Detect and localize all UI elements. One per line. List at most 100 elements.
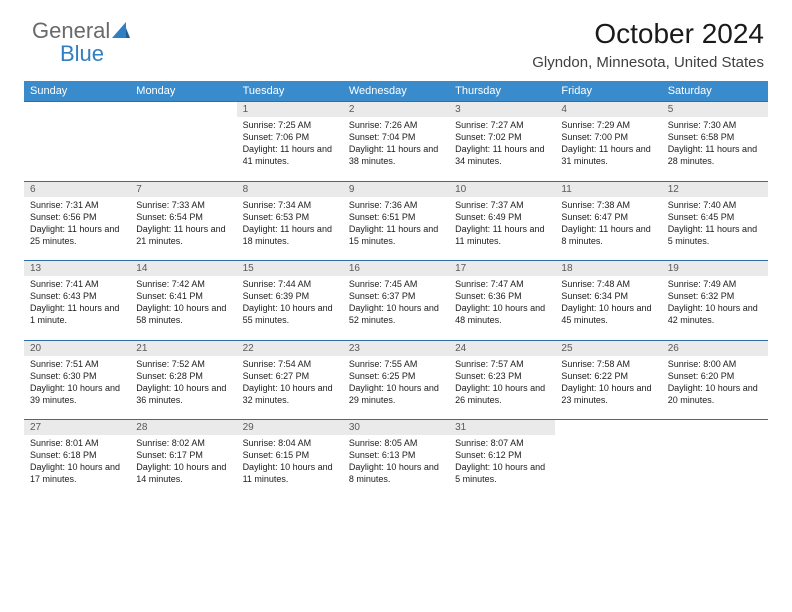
daylight-text: Daylight: 10 hours and 23 minutes.: [561, 382, 655, 406]
day-detail: Sunrise: 7:40 AMSunset: 6:45 PMDaylight:…: [662, 197, 768, 261]
sunrise-text: Sunrise: 7:41 AM: [30, 278, 124, 290]
day-number: 15: [237, 261, 343, 277]
day-number: 28: [130, 420, 236, 436]
sunrise-text: Sunrise: 8:01 AM: [30, 437, 124, 449]
sunrise-text: Sunrise: 7:30 AM: [668, 119, 762, 131]
sunset-text: Sunset: 6:39 PM: [243, 290, 337, 302]
sunrise-text: Sunrise: 7:51 AM: [30, 358, 124, 370]
sunset-text: Sunset: 6:56 PM: [30, 211, 124, 223]
sunset-text: Sunset: 6:25 PM: [349, 370, 443, 382]
day-number: 21: [130, 340, 236, 356]
day-detail: Sunrise: 7:29 AMSunset: 7:00 PMDaylight:…: [555, 117, 661, 181]
daylight-text: Daylight: 11 hours and 8 minutes.: [561, 223, 655, 247]
day-number: 5: [662, 102, 768, 118]
daylight-text: Daylight: 10 hours and 42 minutes.: [668, 302, 762, 326]
sunset-text: Sunset: 6:15 PM: [243, 449, 337, 461]
sunset-text: Sunset: 6:23 PM: [455, 370, 549, 382]
day-number: 20: [24, 340, 130, 356]
day-detail: Sunrise: 7:27 AMSunset: 7:02 PMDaylight:…: [449, 117, 555, 181]
sunrise-text: Sunrise: 8:02 AM: [136, 437, 230, 449]
logo: General Blue: [32, 20, 130, 66]
day-detail: Sunrise: 7:42 AMSunset: 6:41 PMDaylight:…: [130, 276, 236, 340]
daylight-text: Daylight: 11 hours and 21 minutes.: [136, 223, 230, 247]
day-number: 2: [343, 102, 449, 118]
day-detail: Sunrise: 8:01 AMSunset: 6:18 PMDaylight:…: [24, 435, 130, 499]
logo-sail-icon: [112, 22, 130, 43]
sunrise-text: Sunrise: 7:48 AM: [561, 278, 655, 290]
day-detail: Sunrise: 7:25 AMSunset: 7:06 PMDaylight:…: [237, 117, 343, 181]
day-number-row: 2728293031: [24, 420, 768, 436]
daylight-text: Daylight: 10 hours and 14 minutes.: [136, 461, 230, 485]
day-detail: Sunrise: 7:31 AMSunset: 6:56 PMDaylight:…: [24, 197, 130, 261]
sunrise-text: Sunrise: 7:33 AM: [136, 199, 230, 211]
sunset-text: Sunset: 6:13 PM: [349, 449, 443, 461]
sunset-text: Sunset: 6:27 PM: [243, 370, 337, 382]
day-detail: Sunrise: 7:58 AMSunset: 6:22 PMDaylight:…: [555, 356, 661, 420]
sunrise-text: Sunrise: 7:44 AM: [243, 278, 337, 290]
empty-cell: [24, 117, 130, 181]
daylight-text: Daylight: 10 hours and 39 minutes.: [30, 382, 124, 406]
day-number: 6: [24, 181, 130, 197]
sunrise-text: Sunrise: 7:57 AM: [455, 358, 549, 370]
sunset-text: Sunset: 6:20 PM: [668, 370, 762, 382]
sunset-text: Sunset: 6:28 PM: [136, 370, 230, 382]
daylight-text: Daylight: 10 hours and 52 minutes.: [349, 302, 443, 326]
header: October 2024 Glyndon, Minnesota, United …: [24, 18, 768, 71]
daylight-text: Daylight: 11 hours and 25 minutes.: [30, 223, 124, 247]
daylight-text: Daylight: 11 hours and 1 minute.: [30, 302, 124, 326]
sunset-text: Sunset: 6:12 PM: [455, 449, 549, 461]
daylight-text: Daylight: 11 hours and 5 minutes.: [668, 223, 762, 247]
sunrise-text: Sunrise: 7:47 AM: [455, 278, 549, 290]
empty-cell: [130, 117, 236, 181]
day-detail: Sunrise: 7:30 AMSunset: 6:58 PMDaylight:…: [662, 117, 768, 181]
daylight-text: Daylight: 10 hours and 5 minutes.: [455, 461, 549, 485]
day-detail: Sunrise: 7:45 AMSunset: 6:37 PMDaylight:…: [343, 276, 449, 340]
day-number: 29: [237, 420, 343, 436]
daylight-text: Daylight: 11 hours and 15 minutes.: [349, 223, 443, 247]
sunset-text: Sunset: 7:04 PM: [349, 131, 443, 143]
day-number: 8: [237, 181, 343, 197]
weekday-header: Monday: [130, 81, 236, 102]
day-number: 1: [237, 102, 343, 118]
day-number: 7: [130, 181, 236, 197]
sunset-text: Sunset: 6:30 PM: [30, 370, 124, 382]
day-detail: Sunrise: 7:51 AMSunset: 6:30 PMDaylight:…: [24, 356, 130, 420]
day-detail: Sunrise: 8:00 AMSunset: 6:20 PMDaylight:…: [662, 356, 768, 420]
sunrise-text: Sunrise: 7:40 AM: [668, 199, 762, 211]
sunset-text: Sunset: 6:54 PM: [136, 211, 230, 223]
day-number: 26: [662, 340, 768, 356]
day-detail: Sunrise: 7:26 AMSunset: 7:04 PMDaylight:…: [343, 117, 449, 181]
day-detail: Sunrise: 7:44 AMSunset: 6:39 PMDaylight:…: [237, 276, 343, 340]
sunset-text: Sunset: 6:18 PM: [30, 449, 124, 461]
day-detail: Sunrise: 7:47 AMSunset: 6:36 PMDaylight:…: [449, 276, 555, 340]
weekday-header: Friday: [555, 81, 661, 102]
day-detail: Sunrise: 8:05 AMSunset: 6:13 PMDaylight:…: [343, 435, 449, 499]
weekday-header: Thursday: [449, 81, 555, 102]
day-detail: Sunrise: 7:55 AMSunset: 6:25 PMDaylight:…: [343, 356, 449, 420]
sunset-text: Sunset: 6:37 PM: [349, 290, 443, 302]
sunrise-text: Sunrise: 8:00 AM: [668, 358, 762, 370]
weekday-header: Sunday: [24, 81, 130, 102]
day-detail: Sunrise: 7:52 AMSunset: 6:28 PMDaylight:…: [130, 356, 236, 420]
logo-text-2: Blue: [60, 41, 104, 66]
sunrise-text: Sunrise: 7:55 AM: [349, 358, 443, 370]
daylight-text: Daylight: 10 hours and 48 minutes.: [455, 302, 549, 326]
daylight-text: Daylight: 10 hours and 36 minutes.: [136, 382, 230, 406]
day-number: 31: [449, 420, 555, 436]
daylight-text: Daylight: 10 hours and 17 minutes.: [30, 461, 124, 485]
day-details-row: Sunrise: 8:01 AMSunset: 6:18 PMDaylight:…: [24, 435, 768, 499]
day-detail: Sunrise: 7:57 AMSunset: 6:23 PMDaylight:…: [449, 356, 555, 420]
weekday-header: Tuesday: [237, 81, 343, 102]
sunrise-text: Sunrise: 7:45 AM: [349, 278, 443, 290]
day-number: 27: [24, 420, 130, 436]
sunrise-text: Sunrise: 7:37 AM: [455, 199, 549, 211]
sunset-text: Sunset: 7:00 PM: [561, 131, 655, 143]
day-number: 14: [130, 261, 236, 277]
day-number: 17: [449, 261, 555, 277]
day-detail: Sunrise: 7:37 AMSunset: 6:49 PMDaylight:…: [449, 197, 555, 261]
day-detail: Sunrise: 8:04 AMSunset: 6:15 PMDaylight:…: [237, 435, 343, 499]
daylight-text: Daylight: 11 hours and 31 minutes.: [561, 143, 655, 167]
day-detail: Sunrise: 7:48 AMSunset: 6:34 PMDaylight:…: [555, 276, 661, 340]
sunset-text: Sunset: 7:06 PM: [243, 131, 337, 143]
sunset-text: Sunset: 6:41 PM: [136, 290, 230, 302]
